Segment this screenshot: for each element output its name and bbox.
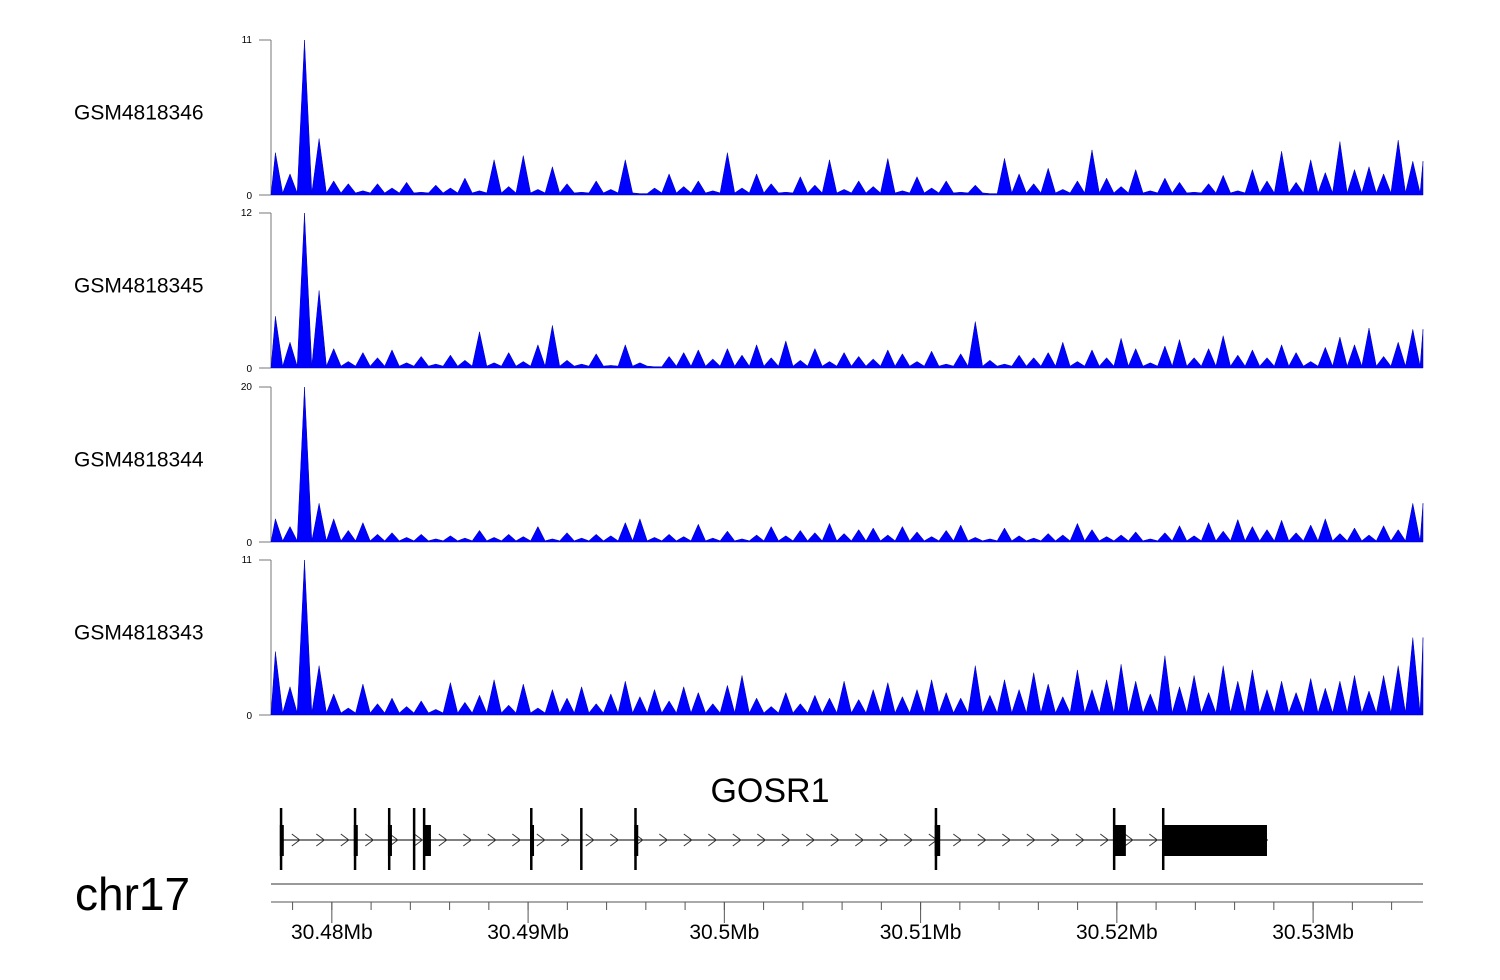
exon-block: [1162, 825, 1267, 856]
strand-arrow-icon: [1002, 833, 1012, 847]
exon-block: [934, 825, 941, 856]
axis-tick-label: 30.51Mb: [880, 921, 962, 944]
axis-tick-label: 30.52Mb: [1076, 921, 1158, 944]
strand-arrow-icon: [1075, 833, 1085, 847]
exon-block: [634, 825, 639, 856]
exon-block: [387, 825, 392, 856]
strand-arrow-icon: [830, 833, 840, 847]
track-label: GSM4818343: [74, 622, 204, 645]
signal-area-GSM4818344: [270, 386, 1424, 543]
strand-arrow-icon: [781, 833, 791, 847]
strand-arrow-icon: [879, 833, 889, 847]
exon-block: [423, 825, 431, 856]
signal-area-GSM4818343: [270, 559, 1424, 716]
strand-arrow-icon: [806, 833, 816, 847]
strand-arrow-icon: [389, 833, 399, 847]
strand-arrow-icon: [1149, 833, 1159, 847]
strand-arrow-icon: [1026, 833, 1036, 847]
chromosome-label: chr17: [75, 868, 190, 920]
strand-arrow-icon: [855, 833, 865, 847]
strand-arrow-icon: [953, 833, 963, 847]
strand-arrow-icon: [316, 833, 326, 847]
strand-arrow-icon: [487, 833, 497, 847]
strand-arrow-icon: [536, 833, 546, 847]
axis-tick-label: 30.48Mb: [291, 921, 373, 944]
y-tick-label-max: 11: [242, 35, 253, 46]
exon-block: [279, 825, 284, 856]
strand-arrow-icon: [291, 833, 301, 847]
y-tick-label-max: 11: [242, 555, 253, 566]
strand-arrow-icon: [438, 833, 448, 847]
exon-block: [353, 825, 358, 856]
strand-arrow-icon: [610, 833, 620, 847]
axis-tick-label: 30.49Mb: [487, 921, 569, 944]
strand-arrow-icon: [659, 833, 669, 847]
track-GSM4818343: GSM4818343 11 0: [74, 555, 1424, 722]
exon-mark: [412, 808, 416, 870]
strand-arrow-icon: [1100, 833, 1110, 847]
strand-arrow-icon: [414, 833, 424, 847]
exon-block: [1113, 825, 1126, 856]
signal-area-GSM4818345: [270, 212, 1424, 369]
y-tick-label-min: 0: [246, 191, 252, 202]
track-label: GSM4818345: [74, 275, 204, 298]
strand-arrow-icon: [1124, 833, 1134, 847]
strand-arrow-icon: [585, 833, 595, 847]
strand-arrow-icon: [757, 833, 767, 847]
exon-block: [530, 825, 535, 856]
signal-area-GSM4818346: [270, 39, 1424, 196]
strand-arrow-icon: [708, 833, 718, 847]
y-tick-label-min: 0: [246, 711, 252, 722]
strand-arrow-icon: [561, 833, 571, 847]
strand-arrow-icon: [512, 833, 522, 847]
strand-arrow-icon: [904, 833, 914, 847]
strand-arrow-icon: [977, 833, 987, 847]
gene-model: [279, 808, 1268, 870]
strand-arrow-icon: [340, 833, 350, 847]
track-label: GSM4818346: [74, 102, 204, 125]
track-GSM4818345: GSM4818345 12 0: [74, 208, 1424, 375]
axis-tick-label: 30.53Mb: [1272, 921, 1354, 944]
axis-tick-label: 30.5Mb: [689, 921, 759, 944]
track-label: GSM4818344: [74, 449, 204, 472]
strand-arrow-icon: [683, 833, 693, 847]
y-tick-label-max: 12: [241, 208, 253, 219]
y-tick-label-max: 20: [241, 382, 253, 393]
track-GSM4818344: GSM4818344 20 0: [74, 382, 1424, 549]
strand-arrow-icon: [365, 833, 375, 847]
data-tracks: GSM4818346110GSM4818345120GSM4818344200G…: [74, 35, 1424, 722]
strand-arrow-icon: [1051, 833, 1061, 847]
genome-axis: 30.48Mb 30.49Mb 30.5Mb 30.51Mb 30.52Mb 30.53M…: [271, 901, 1423, 944]
exon-mark: [580, 808, 583, 870]
gene-name-label: GOSR1: [710, 772, 829, 810]
y-tick-label-min: 0: [246, 364, 252, 375]
strand-arrow-icon: [463, 833, 473, 847]
strand-arrow-icon: [732, 833, 742, 847]
y-tick-label-min: 0: [246, 538, 252, 549]
track-GSM4818346: GSM4818346 11 0: [74, 35, 1424, 202]
